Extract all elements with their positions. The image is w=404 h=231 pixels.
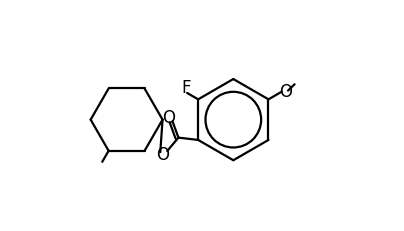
Text: O: O [156,145,168,163]
Text: O: O [162,109,175,127]
Text: F: F [181,79,191,97]
Text: O: O [279,83,292,101]
